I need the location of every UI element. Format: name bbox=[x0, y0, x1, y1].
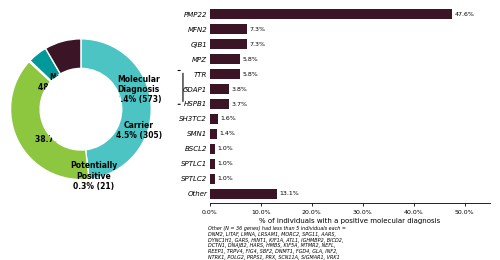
Text: 3.8%: 3.8% bbox=[232, 87, 248, 92]
Text: 1.4%: 1.4% bbox=[220, 132, 236, 136]
Bar bbox=[210, 189, 276, 199]
Text: Other (N = 36 genes) had less than 5 individuals each =
DNM2, LITAF, LMNA, LRSAM: Other (N = 36 genes) had less than 5 ind… bbox=[208, 226, 346, 260]
Text: 5.8%: 5.8% bbox=[242, 57, 258, 62]
Text: 5.8%: 5.8% bbox=[242, 72, 258, 76]
Bar bbox=[210, 159, 215, 169]
X-axis label: % of individuals with a positive molecular diagnosis: % of individuals with a positive molecul… bbox=[260, 218, 440, 224]
Bar bbox=[210, 39, 247, 49]
Text: 1.0%: 1.0% bbox=[218, 146, 234, 151]
Text: Negative
48.2% (3,301): Negative 48.2% (3,301) bbox=[38, 73, 98, 92]
Wedge shape bbox=[81, 39, 152, 179]
Bar bbox=[210, 129, 217, 139]
Circle shape bbox=[40, 68, 121, 150]
Text: 1.6%: 1.6% bbox=[220, 116, 236, 121]
Text: 7.3%: 7.3% bbox=[250, 42, 266, 47]
Bar bbox=[210, 114, 218, 124]
Text: 1.0%: 1.0% bbox=[218, 176, 234, 181]
Text: 7.3%: 7.3% bbox=[250, 27, 266, 32]
Wedge shape bbox=[10, 62, 89, 180]
Text: Molecular
Diagnosis
8.4% (573): Molecular Diagnosis 8.4% (573) bbox=[116, 75, 162, 105]
Text: 13.1%: 13.1% bbox=[279, 191, 299, 196]
Text: Uncertain
38.7% (2,649): Uncertain 38.7% (2,649) bbox=[36, 124, 96, 144]
Bar bbox=[210, 69, 240, 79]
Text: 47.6%: 47.6% bbox=[455, 12, 474, 17]
Bar bbox=[210, 144, 215, 154]
Bar bbox=[210, 84, 230, 94]
Bar bbox=[210, 54, 240, 64]
Bar bbox=[210, 99, 229, 109]
Bar bbox=[210, 24, 247, 34]
Bar bbox=[210, 174, 215, 184]
Text: 1.0%: 1.0% bbox=[218, 161, 234, 166]
Wedge shape bbox=[29, 61, 52, 82]
Text: 3.7%: 3.7% bbox=[232, 101, 248, 107]
Text: Carrier
4.5% (305): Carrier 4.5% (305) bbox=[116, 121, 162, 140]
Bar bbox=[210, 9, 452, 19]
Text: Potentially
Positive
0.3% (21): Potentially Positive 0.3% (21) bbox=[70, 161, 117, 191]
Wedge shape bbox=[30, 48, 60, 81]
Wedge shape bbox=[46, 39, 81, 74]
